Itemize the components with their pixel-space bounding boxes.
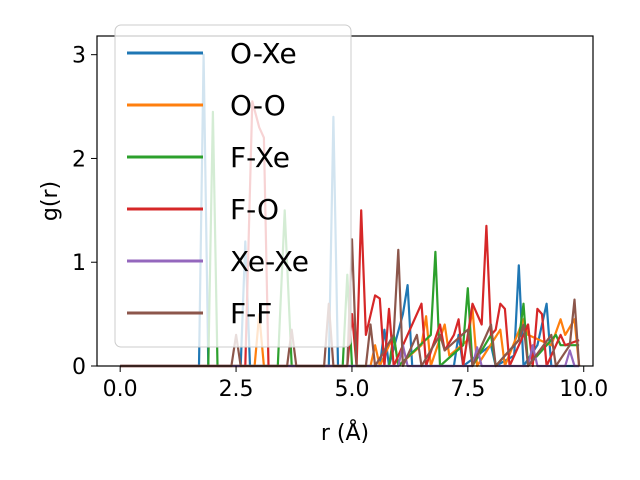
legend-label-f-o: F-O — [230, 193, 279, 226]
legend-label-f-xe: F-Xe — [230, 141, 290, 174]
x-tick-label: 10.0 — [559, 377, 608, 402]
ticks-layer: 0.0 2.5 5.0 7.5 10.0 0 1 2 3 — [72, 44, 608, 402]
legend: O-Xe O-O F-Xe F-O Xe-Xe F-F — [114, 24, 352, 348]
y-tick-label: 1 — [72, 251, 86, 276]
legend-label-o-o: O-O — [230, 89, 286, 122]
legend-label-o-xe: O-Xe — [230, 37, 297, 70]
legend-label-xe-xe: Xe-Xe — [230, 245, 309, 278]
x-tick-label: 0.0 — [103, 377, 138, 402]
x-tick-label: 2.5 — [219, 377, 254, 402]
y-axis-label: g(r) — [38, 181, 63, 221]
y-tick-label: 2 — [72, 147, 86, 172]
x-axis-label: r (Å) — [321, 419, 369, 446]
x-tick-label: 7.5 — [450, 377, 485, 402]
legend-label-f-f: F-F — [230, 297, 272, 330]
series-line-f-f — [120, 238, 581, 368]
y-tick-label: 0 — [72, 355, 86, 380]
x-tick-label: 5.0 — [334, 377, 369, 402]
y-tick-label: 3 — [72, 44, 86, 69]
